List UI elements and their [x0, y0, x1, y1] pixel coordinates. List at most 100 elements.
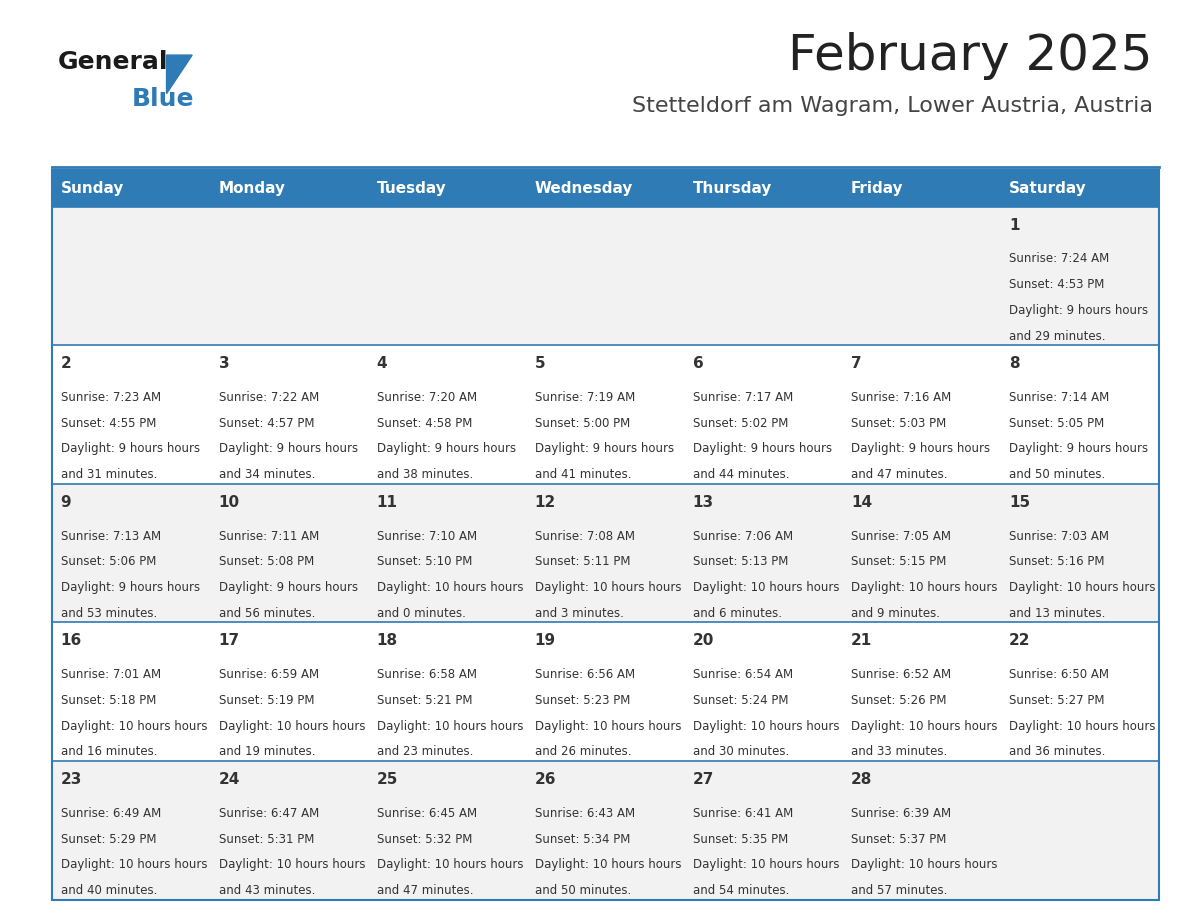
Text: 10: 10: [219, 495, 240, 509]
Text: Sunset: 4:57 PM: Sunset: 4:57 PM: [219, 417, 314, 430]
Text: Sunset: 5:11 PM: Sunset: 5:11 PM: [535, 555, 630, 568]
Text: Sunrise: 6:50 AM: Sunrise: 6:50 AM: [1009, 668, 1108, 681]
Text: Sunset: 5:18 PM: Sunset: 5:18 PM: [61, 694, 156, 707]
Bar: [52, 761, 1158, 900]
Text: Sunday: Sunday: [61, 181, 124, 196]
Text: Daylight: 9 hours hours: Daylight: 9 hours hours: [1009, 304, 1148, 317]
Text: Daylight: 10 hours hours: Daylight: 10 hours hours: [693, 858, 839, 871]
Text: Sunset: 5:13 PM: Sunset: 5:13 PM: [693, 555, 788, 568]
Text: and 3 minutes.: and 3 minutes.: [535, 607, 624, 620]
Text: Daylight: 9 hours hours: Daylight: 9 hours hours: [377, 442, 516, 455]
Text: and 50 minutes.: and 50 minutes.: [535, 884, 631, 897]
Text: and 54 minutes.: and 54 minutes.: [693, 884, 789, 897]
Polygon shape: [166, 55, 192, 94]
Text: Daylight: 9 hours hours: Daylight: 9 hours hours: [61, 442, 200, 455]
Text: 26: 26: [535, 772, 556, 787]
Text: Sunrise: 7:10 AM: Sunrise: 7:10 AM: [377, 530, 476, 543]
Text: 28: 28: [851, 772, 872, 787]
Text: and 34 minutes.: and 34 minutes.: [219, 468, 315, 481]
Text: Sunset: 5:00 PM: Sunset: 5:00 PM: [535, 417, 630, 430]
Text: and 40 minutes.: and 40 minutes.: [61, 884, 157, 897]
Text: Sunrise: 7:19 AM: Sunrise: 7:19 AM: [535, 391, 634, 404]
Text: Sunset: 5:16 PM: Sunset: 5:16 PM: [1009, 555, 1105, 568]
Text: Daylight: 10 hours hours: Daylight: 10 hours hours: [219, 858, 365, 871]
Text: Daylight: 10 hours hours: Daylight: 10 hours hours: [851, 858, 998, 871]
Text: 16: 16: [61, 633, 82, 648]
Text: and 0 minutes.: and 0 minutes.: [377, 607, 466, 620]
Text: 19: 19: [535, 633, 556, 648]
Text: Daylight: 9 hours hours: Daylight: 9 hours hours: [219, 442, 358, 455]
Text: Sunrise: 7:11 AM: Sunrise: 7:11 AM: [219, 530, 318, 543]
Text: Sunset: 5:26 PM: Sunset: 5:26 PM: [851, 694, 947, 707]
Text: and 53 minutes.: and 53 minutes.: [61, 607, 157, 620]
Text: Sunrise: 7:14 AM: Sunrise: 7:14 AM: [1009, 391, 1110, 404]
Text: and 16 minutes.: and 16 minutes.: [61, 745, 157, 758]
Text: Daylight: 10 hours hours: Daylight: 10 hours hours: [535, 720, 681, 733]
Text: Sunset: 5:23 PM: Sunset: 5:23 PM: [535, 694, 630, 707]
Text: and 36 minutes.: and 36 minutes.: [1009, 745, 1105, 758]
Text: Daylight: 10 hours hours: Daylight: 10 hours hours: [61, 720, 207, 733]
Text: Sunset: 5:03 PM: Sunset: 5:03 PM: [851, 417, 946, 430]
Text: Sunrise: 7:16 AM: Sunrise: 7:16 AM: [851, 391, 952, 404]
Text: 20: 20: [693, 633, 714, 648]
Text: Daylight: 10 hours hours: Daylight: 10 hours hours: [61, 858, 207, 871]
Text: Sunrise: 6:52 AM: Sunrise: 6:52 AM: [851, 668, 950, 681]
Text: Sunrise: 6:56 AM: Sunrise: 6:56 AM: [535, 668, 634, 681]
Text: Sunset: 5:32 PM: Sunset: 5:32 PM: [377, 833, 472, 845]
Text: Sunrise: 7:22 AM: Sunrise: 7:22 AM: [219, 391, 318, 404]
Text: Sunset: 5:10 PM: Sunset: 5:10 PM: [377, 555, 472, 568]
Text: 7: 7: [851, 356, 861, 371]
Text: Sunset: 5:19 PM: Sunset: 5:19 PM: [219, 694, 314, 707]
Bar: [52, 207, 1158, 345]
Text: Sunset: 5:24 PM: Sunset: 5:24 PM: [693, 694, 789, 707]
Text: and 56 minutes.: and 56 minutes.: [219, 607, 315, 620]
Text: and 33 minutes.: and 33 minutes.: [851, 745, 947, 758]
Text: and 9 minutes.: and 9 minutes.: [851, 607, 940, 620]
Text: Friday: Friday: [851, 181, 903, 196]
Text: 25: 25: [377, 772, 398, 787]
Text: Sunset: 5:02 PM: Sunset: 5:02 PM: [693, 417, 788, 430]
Text: and 19 minutes.: and 19 minutes.: [219, 745, 315, 758]
Text: Daylight: 10 hours hours: Daylight: 10 hours hours: [377, 858, 523, 871]
Text: Sunrise: 6:54 AM: Sunrise: 6:54 AM: [693, 668, 792, 681]
Text: 15: 15: [1009, 495, 1030, 509]
Bar: [52, 170, 1158, 900]
Text: Sunset: 4:58 PM: Sunset: 4:58 PM: [377, 417, 472, 430]
Text: Sunrise: 7:06 AM: Sunrise: 7:06 AM: [693, 530, 792, 543]
Text: Sunrise: 7:13 AM: Sunrise: 7:13 AM: [61, 530, 160, 543]
Text: Blue: Blue: [132, 87, 194, 111]
Text: Sunrise: 6:49 AM: Sunrise: 6:49 AM: [61, 807, 160, 820]
Text: and 43 minutes.: and 43 minutes.: [219, 884, 315, 897]
Text: Daylight: 10 hours hours: Daylight: 10 hours hours: [535, 858, 681, 871]
Bar: [52, 622, 1158, 761]
Text: 2: 2: [61, 356, 71, 371]
Text: and 57 minutes.: and 57 minutes.: [851, 884, 947, 897]
Text: and 31 minutes.: and 31 minutes.: [61, 468, 157, 481]
Text: Sunrise: 7:20 AM: Sunrise: 7:20 AM: [377, 391, 476, 404]
Text: 18: 18: [377, 633, 398, 648]
Text: and 13 minutes.: and 13 minutes.: [1009, 607, 1105, 620]
Text: Daylight: 9 hours hours: Daylight: 9 hours hours: [219, 581, 358, 594]
Text: Sunrise: 7:03 AM: Sunrise: 7:03 AM: [1009, 530, 1108, 543]
Text: February 2025: February 2025: [789, 32, 1154, 80]
Text: Sunset: 5:15 PM: Sunset: 5:15 PM: [851, 555, 946, 568]
Text: Thursday: Thursday: [693, 181, 772, 196]
Text: 14: 14: [851, 495, 872, 509]
Text: Stetteldorf am Wagram, Lower Austria, Austria: Stetteldorf am Wagram, Lower Austria, Au…: [632, 96, 1154, 117]
Text: 13: 13: [693, 495, 714, 509]
Text: Sunrise: 7:08 AM: Sunrise: 7:08 AM: [535, 530, 634, 543]
Text: Sunrise: 7:01 AM: Sunrise: 7:01 AM: [61, 668, 160, 681]
Text: 9: 9: [61, 495, 71, 509]
Text: Wednesday: Wednesday: [535, 181, 633, 196]
Text: Sunrise: 6:41 AM: Sunrise: 6:41 AM: [693, 807, 794, 820]
Text: Daylight: 9 hours hours: Daylight: 9 hours hours: [61, 581, 200, 594]
Text: Sunrise: 7:05 AM: Sunrise: 7:05 AM: [851, 530, 950, 543]
Text: Sunset: 5:08 PM: Sunset: 5:08 PM: [219, 555, 314, 568]
Text: Sunset: 5:31 PM: Sunset: 5:31 PM: [219, 833, 314, 845]
Text: Sunrise: 6:58 AM: Sunrise: 6:58 AM: [377, 668, 476, 681]
Text: Sunset: 5:21 PM: Sunset: 5:21 PM: [377, 694, 472, 707]
Text: 6: 6: [693, 356, 703, 371]
Text: 1: 1: [1009, 218, 1019, 232]
Text: Daylight: 10 hours hours: Daylight: 10 hours hours: [693, 581, 839, 594]
Text: General: General: [58, 50, 169, 74]
